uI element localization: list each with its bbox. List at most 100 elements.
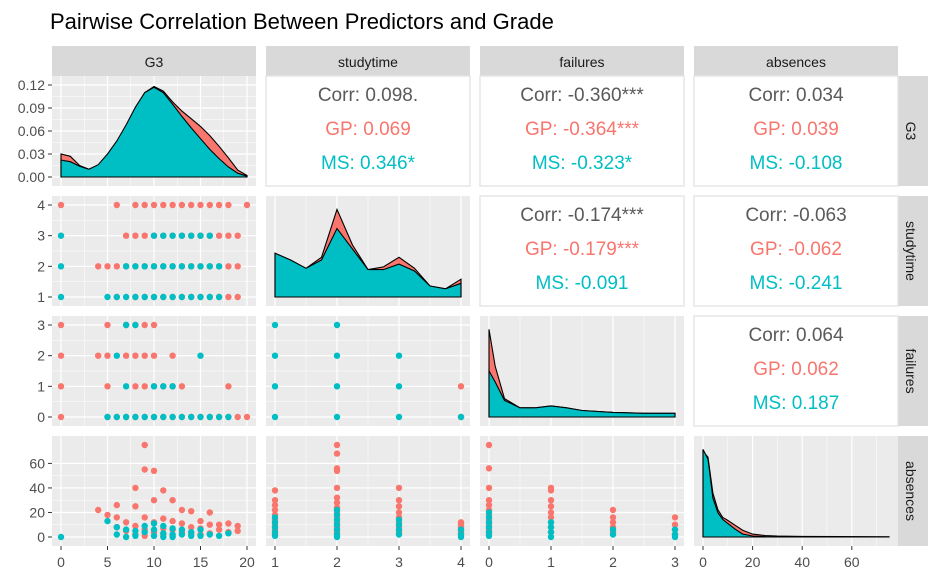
point-gp <box>57 321 65 329</box>
tick-label-y: 0.09 <box>18 100 45 116</box>
point-ms <box>547 533 555 541</box>
point-ms <box>160 522 167 530</box>
point-gp <box>206 509 213 516</box>
point-gp <box>141 201 148 209</box>
corr-gp-label: GP: 0.062 <box>753 359 839 380</box>
point-ms <box>485 509 493 516</box>
point-ms <box>188 413 195 421</box>
corr-panel-bg <box>479 195 685 307</box>
strip-right-label-absences: absences <box>903 461 919 521</box>
point-ms <box>197 532 204 539</box>
point-ms <box>104 293 111 301</box>
point-ms <box>395 521 403 528</box>
point-ms <box>132 413 139 421</box>
point-gp <box>160 515 167 522</box>
density-ms <box>488 368 676 418</box>
point-ms <box>132 532 139 539</box>
point-gp <box>141 441 148 449</box>
point-ms <box>178 293 186 301</box>
point-ms <box>333 521 341 528</box>
point-ms <box>215 293 223 301</box>
point-ms <box>122 263 130 270</box>
point-gp <box>122 352 130 359</box>
point-gp <box>188 508 195 515</box>
point-ms <box>160 232 167 239</box>
strip-right-failures <box>898 316 928 426</box>
point-gp <box>485 441 493 449</box>
point-gp <box>95 263 102 270</box>
tick-label-x: 3 <box>395 554 403 570</box>
tick-label-x: 0 <box>699 554 707 570</box>
tick-label-x: 2 <box>609 554 617 570</box>
point-gp <box>547 509 555 516</box>
point-ms <box>178 531 186 538</box>
point-ms <box>395 383 403 390</box>
point-ms <box>206 263 213 270</box>
point-gp <box>132 484 139 492</box>
point-ms <box>150 526 158 533</box>
tick-label-y: 0.12 <box>18 77 45 93</box>
point-gp <box>160 201 167 209</box>
point-ms <box>395 526 403 533</box>
point-ms <box>169 232 176 239</box>
point-gp <box>234 263 241 270</box>
point-ms <box>671 533 679 541</box>
panel-G3-studytime: Corr: 0.098. GP: 0.069 MS: 0.346* <box>265 75 471 187</box>
strip-top-absences <box>694 46 898 76</box>
point-gp <box>188 201 195 209</box>
chart-title: Pairwise Correlation Between Predictors … <box>50 9 554 34</box>
point-ms <box>333 526 341 533</box>
point-gp <box>609 506 617 514</box>
strip-right-g3 <box>898 76 928 186</box>
point-gp <box>234 413 241 421</box>
point-ms <box>206 232 213 239</box>
point-gp <box>95 506 102 514</box>
corr-overall-label: Corr: -0.174*** <box>520 205 644 226</box>
point-ms <box>150 232 158 239</box>
point-gp <box>113 501 121 509</box>
point-ms <box>178 526 186 533</box>
point-ms <box>395 531 403 538</box>
point-gp <box>132 522 139 530</box>
point-gp <box>225 201 232 209</box>
point-ms <box>122 383 130 390</box>
tick-label-y: 2 <box>37 258 45 274</box>
point-gp <box>104 383 111 390</box>
point-ms <box>160 413 167 421</box>
point-ms <box>271 519 279 526</box>
point-gp <box>234 232 241 239</box>
point-gp <box>215 521 223 528</box>
tick-label-x: 60 <box>844 554 860 570</box>
point-gp <box>160 487 167 494</box>
point-ms <box>169 533 176 541</box>
point-ms <box>333 511 341 519</box>
density-ms <box>702 449 890 538</box>
point-ms <box>395 352 403 359</box>
point-ms <box>57 263 65 270</box>
point-ms <box>160 533 167 541</box>
corr-panel-bg <box>693 75 899 187</box>
point-ms <box>178 413 186 421</box>
point-ms <box>169 263 176 270</box>
corr-overall-label: Corr: -0.360*** <box>520 85 644 106</box>
point-gp <box>457 383 465 390</box>
tick-label-x: 1 <box>547 554 555 570</box>
tick-label-x: 40 <box>794 554 810 570</box>
tick-label-y: 4 <box>37 197 45 213</box>
corr-panel-bg <box>693 195 899 307</box>
tick-label-y: 2 <box>37 348 45 364</box>
point-gp <box>395 509 403 516</box>
tick-label-y: 0.06 <box>18 123 45 139</box>
point-ms <box>169 293 176 301</box>
point-gp <box>104 321 111 329</box>
corr-overall-label: Corr: 0.098. <box>318 85 418 106</box>
point-gp <box>169 352 176 359</box>
tick-label-y: 3 <box>37 228 45 244</box>
point-ms <box>188 532 195 539</box>
panel-absences-failures <box>480 436 684 546</box>
point-gp <box>547 503 555 510</box>
point-ms <box>113 352 121 359</box>
point-gp <box>271 487 279 494</box>
ticks-layer: 0 5 10 15 20 1 2 3 4 0 1 2 3 0 20 40 600.000.030.060.090… <box>18 77 860 570</box>
point-ms <box>197 293 204 301</box>
